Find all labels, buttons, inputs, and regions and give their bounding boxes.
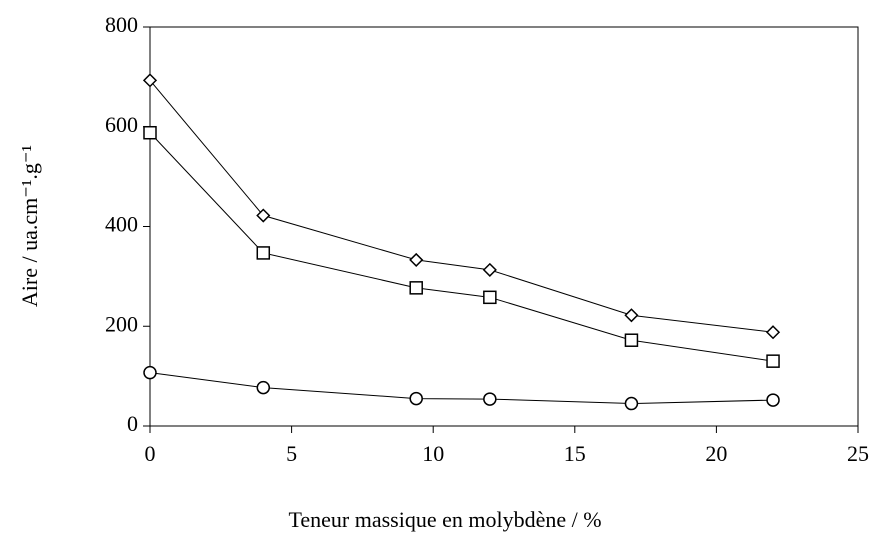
y-tick-label: 0	[127, 411, 138, 436]
y-tick-label: 400	[105, 212, 138, 237]
marker	[624, 308, 639, 323]
x-tick-label: 5	[286, 441, 297, 466]
y-axis-title: Aire / ua.cm⁻¹.g⁻¹	[17, 145, 42, 307]
marker	[143, 125, 157, 140]
marker	[256, 380, 271, 395]
x-axis-title: Teneur massique en molybdène / %	[288, 507, 601, 532]
y-tick-label: 200	[105, 311, 138, 336]
marker	[409, 281, 423, 295]
marker	[409, 391, 423, 406]
marker	[765, 325, 781, 340]
marker	[143, 365, 157, 380]
marker	[766, 393, 780, 407]
plot-frame	[149, 26, 859, 427]
marker	[624, 333, 639, 347]
x-tick-label: 10	[422, 441, 444, 466]
series-line	[149, 372, 774, 405]
y-tick-label: 800	[105, 12, 138, 37]
marker	[142, 73, 158, 88]
x-tick-label: 15	[564, 441, 586, 466]
marker	[483, 290, 497, 305]
marker	[482, 262, 497, 277]
x-tick-label: 25	[847, 441, 869, 466]
marker	[256, 246, 271, 260]
marker	[766, 354, 780, 368]
marker	[624, 396, 639, 411]
series-line	[149, 132, 774, 362]
series-line	[149, 80, 774, 333]
x-tick-label: 20	[705, 441, 727, 466]
x-tick-label: 0	[145, 441, 156, 466]
y-tick-label: 600	[105, 112, 138, 137]
marker	[256, 208, 271, 223]
marker	[409, 252, 424, 267]
marker	[483, 392, 497, 406]
